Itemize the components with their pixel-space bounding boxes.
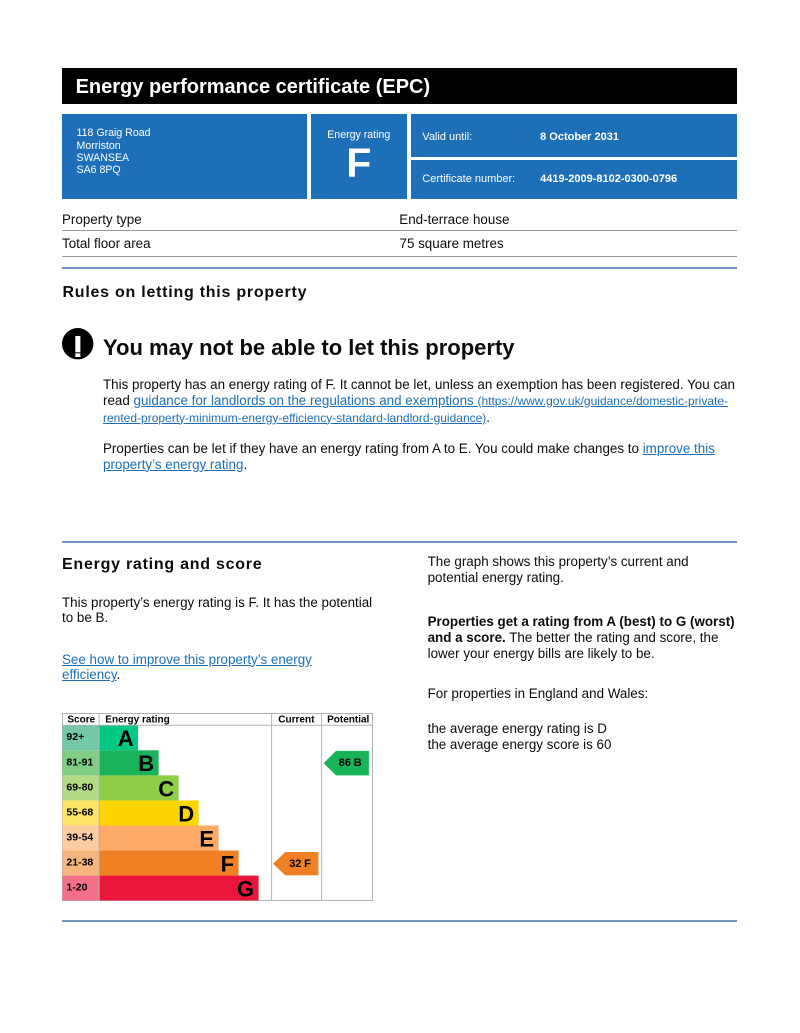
svg-text:B: B [353,757,361,769]
svg-text:C: C [158,776,174,801]
svg-text:F: F [220,851,233,876]
svg-text:Potential: Potential [327,714,369,725]
svg-text:39-54: 39-54 [66,831,93,843]
svg-text:F: F [304,858,311,870]
svg-text:32: 32 [289,858,301,870]
svg-text:G: G [237,876,254,901]
svg-text:92+: 92+ [66,731,84,743]
svg-text:69-80: 69-80 [66,781,93,793]
svg-text:21-38: 21-38 [66,856,93,868]
svg-text:55-68: 55-68 [66,806,93,818]
svg-text:Energy rating: Energy rating [105,714,169,725]
svg-text:1-20: 1-20 [66,881,87,893]
svg-text:81-91: 81-91 [66,756,93,768]
svg-text:D: D [178,801,194,826]
svg-text:E: E [199,826,214,851]
svg-text:Score: Score [67,714,95,725]
svg-text:B: B [138,751,154,776]
svg-text:Current: Current [278,714,315,725]
svg-text:A: A [117,726,133,751]
svg-text:86: 86 [338,757,350,769]
